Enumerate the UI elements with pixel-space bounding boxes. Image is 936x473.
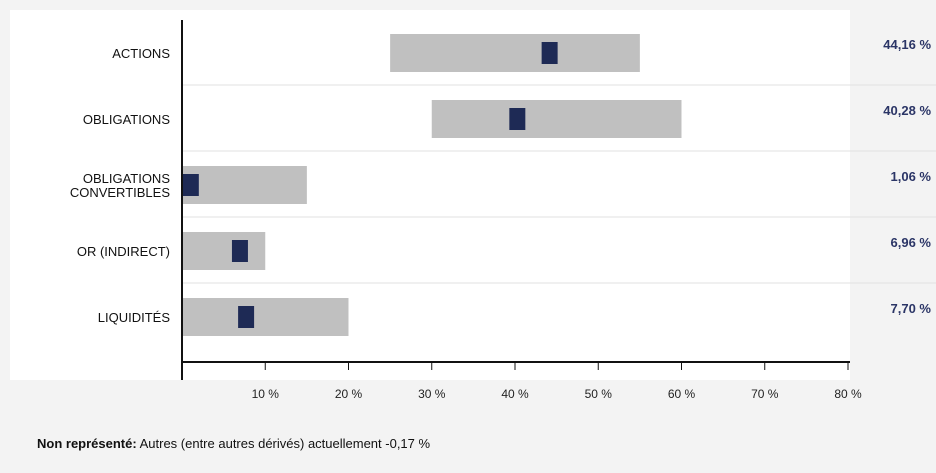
x-tick-label: 60 %	[668, 387, 696, 401]
category-label: OBLIGATIONS CONVERTIBLES	[70, 171, 171, 200]
category-label: LIQUIDITÉS	[98, 310, 171, 325]
range-bar	[182, 166, 307, 204]
range-bar	[182, 298, 349, 336]
value-marker	[232, 240, 248, 262]
footnote: Non représenté: Autres (entre autres dér…	[37, 436, 430, 451]
range-bar	[390, 34, 640, 72]
value-label: 7,70 %	[891, 301, 932, 316]
x-tick-label: 20 %	[335, 387, 363, 401]
x-tick-label: 40 %	[501, 387, 529, 401]
value-labels: 44,16 % 40,28 % 1,06 % 6,96 % 7,70 %	[883, 37, 931, 316]
range-bar	[432, 100, 682, 138]
value-marker	[542, 42, 558, 64]
x-tick-label: 70 %	[751, 387, 779, 401]
category-label: OR (INDIRECT)	[77, 244, 170, 259]
allocation-chart: ACTIONS OBLIGATIONS OBLIGATIONS CONVERTIBLE…	[0, 0, 936, 425]
value-marker	[509, 108, 525, 130]
x-tick-label: 10 %	[252, 387, 280, 401]
value-marker	[183, 174, 199, 196]
value-label: 1,06 %	[891, 169, 932, 184]
value-marker	[238, 306, 254, 328]
value-label: 6,96 %	[891, 235, 932, 250]
footnote-text: Autres (entre autres dérivés) actuelleme…	[137, 436, 430, 451]
value-label: 44,16 %	[883, 37, 931, 52]
x-tick-label: 30 %	[418, 387, 446, 401]
category-label: OBLIGATIONS	[83, 112, 170, 127]
footnote-bold: Non représenté:	[37, 436, 137, 451]
x-tick-label: 50 %	[585, 387, 613, 401]
value-label: 40,28 %	[883, 103, 931, 118]
category-label: ACTIONS	[112, 46, 170, 61]
range-bar	[182, 232, 265, 270]
x-tick-label: 80 %	[834, 387, 862, 401]
